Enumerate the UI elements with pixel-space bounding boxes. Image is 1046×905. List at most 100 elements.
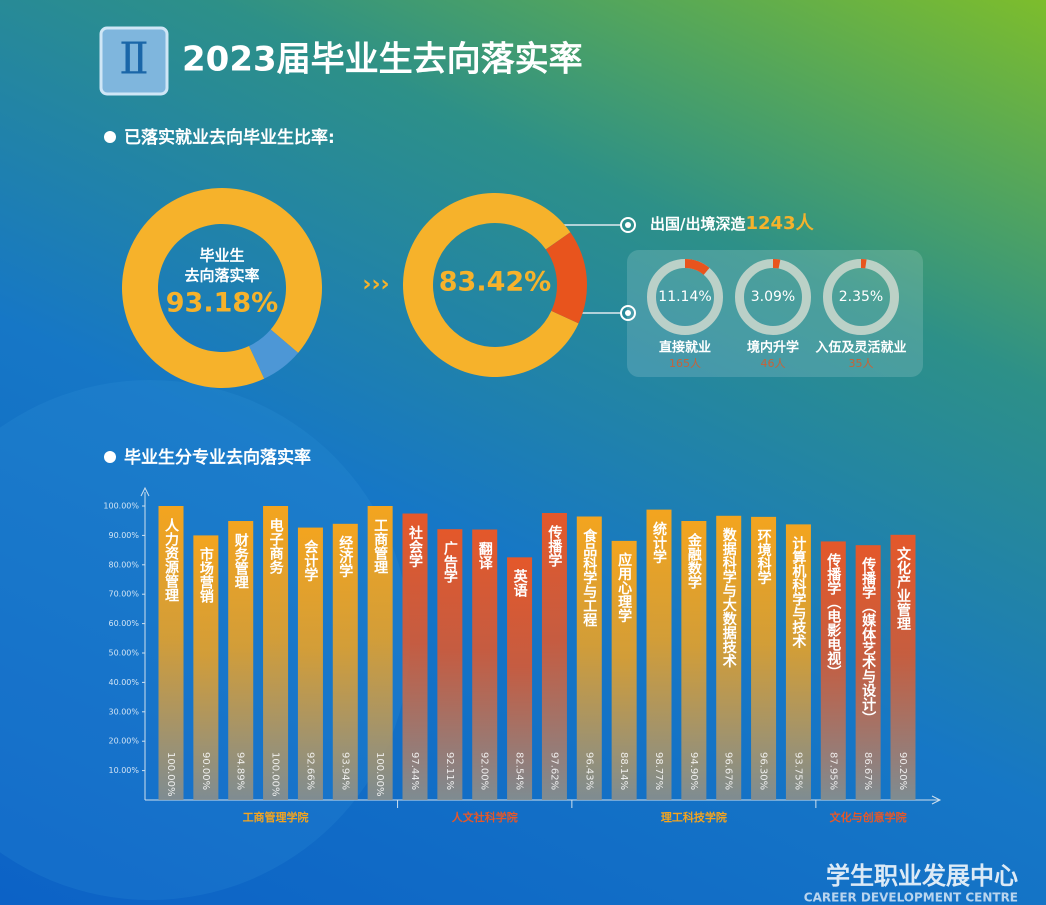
bar-category: 英语 — [512, 569, 529, 599]
bar-category: 翻译 — [477, 541, 493, 571]
group-label: 人文社科学院 — [452, 810, 518, 824]
y-tick-label: 70.00% — [108, 590, 139, 599]
y-tick-label: 20.00% — [108, 737, 139, 746]
page-title: 2023届毕业生去向落实率 — [182, 40, 583, 80]
callout-label: 出国/出境深造 — [650, 215, 745, 233]
bar-value: 82.54% — [514, 752, 525, 790]
bar-value: 90.00% — [200, 752, 211, 790]
y-tick-label: 80.00% — [108, 560, 139, 569]
bar-value: 96.43% — [583, 752, 594, 790]
group-label: 理工科技学院 — [661, 810, 727, 824]
callout-count: 1243人 — [745, 213, 814, 234]
bar-category: 传播学（媒体艺术与设计） — [860, 557, 877, 726]
bar — [472, 529, 498, 800]
bar-value: 100.00% — [270, 752, 281, 797]
footer-title: 学生职业发展中心 — [826, 862, 1018, 890]
bar-category: 电子商务 — [268, 517, 284, 575]
bar — [576, 516, 602, 800]
bar — [332, 523, 358, 800]
bar-category: 经济学 — [337, 535, 353, 579]
gauge-value: 2.35% — [839, 289, 883, 305]
callout-title: 出国/出境深造1243人 — [650, 213, 815, 234]
gauge-value: 11.14% — [658, 289, 711, 305]
donut-title: 毕业生 — [199, 247, 244, 265]
bar-category: 市场营销 — [198, 547, 214, 605]
bar — [820, 541, 846, 800]
bar-category: 人力资源管理 — [163, 517, 179, 602]
bar-value: 92.66% — [304, 752, 315, 790]
donut-value: 93.18% — [166, 288, 278, 319]
bar-category: 文化产业管理 — [895, 546, 911, 631]
bar-category: 财务管理 — [233, 532, 250, 589]
bar — [437, 529, 463, 800]
y-tick-label: 40.00% — [108, 678, 139, 687]
bar-category: 应用心理学 — [616, 552, 632, 624]
section-heading: 已落实就业去向毕业生比率: — [124, 127, 335, 148]
bar-value: 96.67% — [723, 752, 734, 790]
bar-category: 传播学（电影电视） — [825, 553, 842, 680]
bullet — [104, 451, 116, 463]
y-tick-label: 60.00% — [108, 619, 139, 628]
bar — [716, 515, 742, 800]
y-tick-label: 100.00% — [103, 502, 139, 511]
bar — [681, 520, 707, 800]
y-tick-label: 90.00% — [108, 531, 139, 540]
donut-segment — [545, 232, 588, 324]
bar — [507, 557, 533, 800]
x-axis-arrow — [931, 795, 942, 805]
bullet — [104, 131, 116, 143]
bar-value: 93.94% — [339, 752, 350, 790]
bar-value: 94.90% — [688, 752, 699, 790]
donut-segment — [249, 329, 299, 379]
bar-category: 食品科学与工程 — [581, 528, 597, 628]
gauge-category: 境内升学 — [747, 340, 799, 356]
gauge-arc — [861, 259, 867, 269]
bar-category: 工商管理 — [372, 518, 388, 574]
donut-segment — [122, 187, 323, 388]
badge — [99, 26, 169, 96]
gauge-count: 35人 — [849, 357, 874, 370]
bar — [855, 545, 881, 800]
callout-dot — [625, 310, 631, 316]
bar — [890, 534, 916, 800]
bar — [646, 509, 672, 800]
bar-category: 会计学 — [302, 539, 318, 583]
gauge-arc — [773, 259, 781, 269]
donut-segment — [403, 193, 579, 378]
bar-value: 98.77% — [653, 752, 664, 790]
bar-category: 统计学 — [651, 521, 667, 565]
bar — [228, 521, 254, 800]
arrows: ››› — [362, 272, 389, 297]
bar-category: 社会学 — [407, 525, 424, 569]
badge-text: Ⅱ — [119, 34, 149, 85]
donut-subtitle: 去向落实率 — [184, 267, 259, 285]
bar — [751, 516, 777, 800]
bar — [263, 506, 289, 800]
bar-value: 92.00% — [479, 752, 490, 790]
bar-category: 传播学 — [546, 524, 563, 568]
bar-value: 97.44% — [409, 752, 420, 790]
y-tick-label: 30.00% — [108, 707, 139, 716]
callout-dot — [625, 222, 631, 228]
section-heading: 毕业生分专业去向落实率 — [124, 447, 311, 468]
bar-value: 100.00% — [374, 752, 385, 797]
bar-value: 86.67% — [862, 752, 873, 790]
bar-value: 87.95% — [827, 752, 838, 790]
y-tick-label: 10.00% — [108, 766, 139, 775]
bar-value: 94.89% — [235, 752, 246, 790]
bar — [785, 524, 811, 800]
bar — [193, 535, 219, 800]
gauge-arc — [685, 259, 710, 275]
bar — [402, 513, 428, 800]
gauge-category: 直接就业 — [659, 340, 711, 356]
group-label: 工商管理学院 — [243, 810, 309, 824]
bar — [541, 512, 567, 800]
bar-value: 100.00% — [165, 752, 176, 797]
gauge-value: 3.09% — [751, 289, 795, 305]
bar-category: 环境科学 — [756, 529, 772, 586]
gauge-count: 165人 — [669, 357, 701, 370]
gauge-count: 46人 — [761, 357, 786, 370]
bar — [297, 527, 323, 800]
bar-category: 数据科学与大数据技术 — [721, 527, 737, 669]
